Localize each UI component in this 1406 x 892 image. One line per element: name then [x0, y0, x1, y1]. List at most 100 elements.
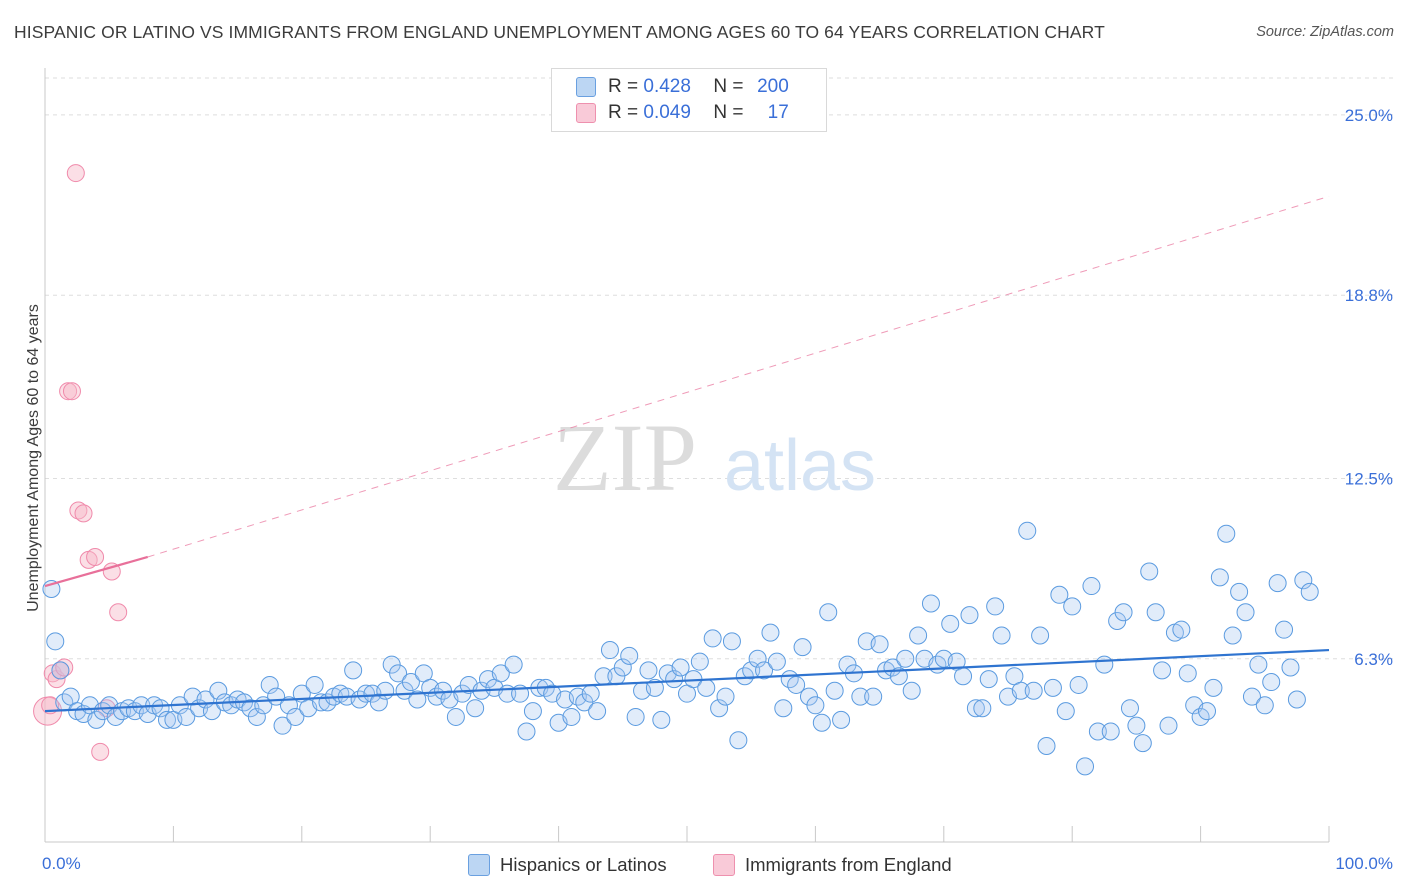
data-point-hispanics-or-latinos [177, 707, 196, 726]
data-point-hispanics-or-latinos [767, 652, 786, 671]
data-point-immigrants-from-england [62, 382, 81, 401]
data-point-hispanics-or-latinos [774, 699, 793, 718]
data-point-hispanics-or-latinos [446, 707, 465, 726]
data-point-hispanics-or-latinos [376, 681, 395, 700]
data-point-hispanics-or-latinos [902, 681, 921, 700]
data-point-hispanics-or-latinos [979, 670, 998, 689]
data-point-hispanics-or-latinos [806, 696, 825, 715]
x-tick-label: 0.0% [42, 854, 81, 873]
data-point-hispanics-or-latinos [1300, 582, 1319, 601]
data-point-hispanics-or-latinos [832, 710, 851, 729]
data-point-hispanics-or-latinos [690, 652, 709, 671]
data-point-hispanics-or-latinos [703, 629, 722, 648]
bottom-legend-england: Immigrants from England [713, 852, 952, 878]
data-point-hispanics-or-latinos [523, 702, 542, 721]
data-point-hispanics-or-latinos [357, 684, 375, 703]
data-point-hispanics-or-latinos [1120, 699, 1139, 718]
data-point-hispanics-or-latinos [941, 614, 960, 633]
legend-swatch-pink [576, 103, 596, 123]
bottom-legend-swatch-pink [713, 854, 735, 876]
data-point-hispanics-or-latinos [1037, 737, 1056, 756]
data-point-hispanics-or-latinos [344, 661, 363, 680]
data-point-hispanics-or-latinos [1217, 524, 1236, 543]
data-point-hispanics-or-latinos [51, 661, 70, 680]
data-point-hispanics-or-latinos [466, 699, 485, 718]
data-point-hispanics-or-latinos [1255, 696, 1274, 715]
data-point-hispanics-or-latinos [748, 649, 767, 668]
data-point-hispanics-or-latinos [613, 658, 632, 677]
x-tick-label: 100.0% [1335, 854, 1393, 873]
data-point-hispanics-or-latinos [1230, 582, 1249, 601]
bottom-legend-label: Hispanics or Latinos [500, 854, 667, 875]
data-point-hispanics-or-latinos [851, 687, 870, 706]
data-point-hispanics-or-latinos [504, 655, 523, 674]
data-point-hispanics-or-latinos [369, 693, 388, 712]
trend-line-immigrants-from-england [147, 195, 1330, 558]
legend-row-hispanic: R = 0.428 N = 200 [576, 75, 789, 99]
data-point-hispanics-or-latinos [652, 710, 671, 729]
data-point-hispanics-or-latinos [710, 699, 729, 718]
data-point-immigrants-from-england [69, 501, 88, 520]
data-point-hispanics-or-latinos [1018, 521, 1037, 540]
data-point-immigrants-from-england [91, 742, 110, 761]
data-point-hispanics-or-latinos [1210, 568, 1229, 587]
data-point-hispanics-or-latinos [46, 632, 65, 651]
data-point-hispanics-or-latinos [665, 670, 684, 689]
data-point-hispanics-or-latinos [1287, 690, 1306, 709]
data-point-hispanics-or-latinos [247, 707, 266, 726]
y-tick-label: 25.0% [1345, 106, 1393, 125]
watermark: ZIP atlas [553, 404, 876, 511]
watermark-atlas: atlas [724, 426, 876, 506]
data-point-hispanics-or-latinos [1063, 597, 1082, 616]
y-tick-label: 18.8% [1345, 286, 1393, 305]
legend-n-label: N = [713, 102, 744, 123]
legend-n-value: 17 [767, 102, 789, 123]
grid-lines [45, 77, 1395, 660]
data-point-hispanics-or-latinos [864, 687, 883, 706]
data-point-hispanics-or-latinos [517, 722, 536, 741]
data-point-hispanics-or-latinos [1127, 716, 1146, 735]
data-point-hispanics-or-latinos [966, 699, 985, 718]
data-point-hispanics-or-latinos [645, 678, 664, 697]
data-point-hispanics-or-latinos [408, 690, 427, 709]
data-point-immigrants-from-england [41, 696, 60, 715]
trend-line-immigrants-from-england [44, 555, 149, 588]
series-immigrants-from-england [33, 164, 128, 761]
data-point-hispanics-or-latinos [671, 658, 690, 677]
legend-n-value: 200 [757, 76, 789, 97]
data-point-hispanics-or-latinos [305, 675, 324, 694]
source-label: Source: ZipAtlas.com [1256, 24, 1394, 40]
data-point-hispanics-or-latinos [600, 641, 619, 660]
watermark-zip: ZIP [553, 404, 697, 511]
data-point-hispanics-or-latinos [742, 661, 761, 680]
data-point-hispanics-or-latinos [793, 638, 812, 657]
data-point-hispanics-or-latinos [755, 661, 774, 680]
data-point-hispanics-or-latinos [273, 716, 292, 735]
data-point-hispanics-or-latinos [1140, 562, 1159, 581]
data-point-hispanics-or-latinos [1262, 673, 1281, 692]
data-point-hispanics-or-latinos [639, 661, 658, 680]
data-point-hispanics-or-latinos [389, 664, 408, 683]
data-point-hispanics-or-latinos [819, 603, 838, 622]
bottom-legend-hispanic: Hispanics or Latinos [468, 852, 667, 878]
legend-r-value: 0.049 [643, 102, 691, 123]
legend-row-england: R = 0.049 N = 17 [576, 101, 789, 125]
data-point-hispanics-or-latinos [1275, 620, 1294, 639]
data-point-hispanics-or-latinos [825, 681, 844, 700]
data-point-hispanics-or-latinos [1031, 626, 1050, 645]
data-point-hispanics-or-latinos [1101, 722, 1120, 741]
data-point-hispanics-or-latinos [1133, 734, 1152, 753]
y-tick-label: 6.3% [1354, 650, 1393, 669]
data-point-immigrants-from-england [109, 603, 128, 622]
legend-r-label: R = [608, 102, 639, 123]
data-point-hispanics-or-latinos [1172, 620, 1191, 639]
data-point-hispanics-or-latinos [1178, 664, 1197, 683]
data-point-hispanics-or-latinos [1056, 702, 1075, 721]
data-point-hispanics-or-latinos [209, 681, 228, 700]
data-point-hispanics-or-latinos [1082, 577, 1101, 596]
y-tick-label: 12.5% [1345, 469, 1393, 488]
data-point-hispanics-or-latinos [1114, 603, 1133, 622]
legend-swatch-blue [576, 77, 596, 97]
data-point-hispanics-or-latinos [1198, 702, 1217, 721]
